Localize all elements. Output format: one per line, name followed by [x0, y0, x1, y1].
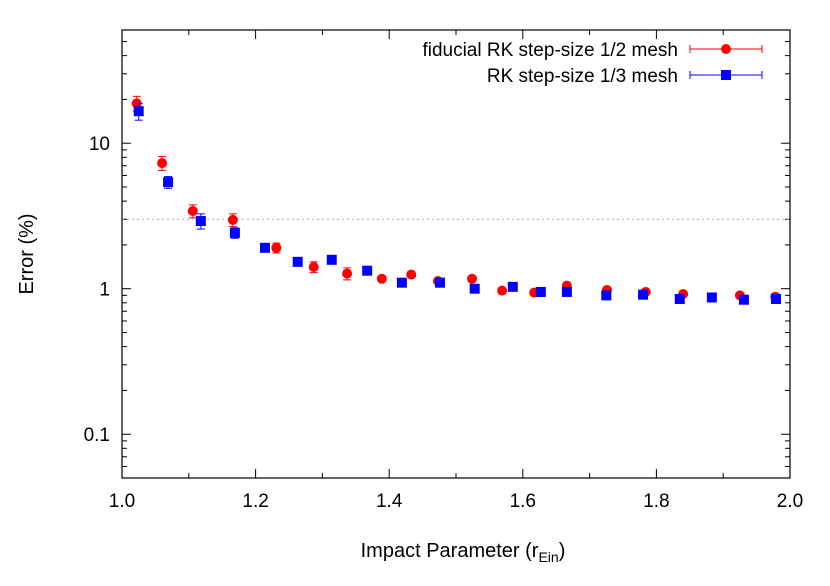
- data-point: [406, 269, 417, 280]
- data-point: [376, 273, 387, 284]
- data-point: [163, 177, 174, 188]
- legend-label: RK step-size 1/3 mesh: [487, 66, 678, 87]
- data-point: [638, 289, 649, 300]
- data-point: [706, 292, 717, 303]
- legend-marker: [721, 70, 731, 80]
- y-tick-label: 1: [99, 280, 110, 301]
- data-point: [133, 106, 144, 117]
- data-point: [601, 290, 612, 301]
- data-point: [195, 215, 206, 226]
- x-axis-label: Impact Parameter (rEin): [361, 540, 566, 565]
- series-2: [133, 102, 781, 305]
- series-1: [131, 95, 781, 302]
- x-tick-label: 1.6: [510, 491, 536, 512]
- data-point: [770, 293, 781, 304]
- data-point: [561, 286, 572, 297]
- data-point: [271, 242, 282, 253]
- data-point: [396, 277, 407, 288]
- data-point: [469, 283, 480, 294]
- x-tick-label: 1.0: [109, 491, 135, 512]
- data-point: [259, 242, 270, 253]
- y-axis-label: Error (%): [16, 213, 38, 294]
- legend-marker: [721, 44, 731, 54]
- data-point: [507, 281, 518, 292]
- data-point: [738, 294, 749, 305]
- data-point: [326, 254, 337, 265]
- data-point: [227, 214, 238, 225]
- data-point: [497, 285, 508, 296]
- legend: fiducial RK step-size 1/2 mesh RK step-si…: [422, 40, 763, 87]
- data-point: [292, 256, 303, 267]
- data-point: [342, 268, 353, 279]
- data-point: [674, 293, 685, 304]
- legend-label: fiducial RK step-size 1/2 mesh: [422, 40, 678, 61]
- data-point: [187, 206, 198, 217]
- data-point: [535, 286, 546, 297]
- x-tick-label: 1.2: [242, 491, 268, 512]
- y-tick-label: 10: [89, 134, 110, 155]
- x-tick-label: 1.4: [376, 491, 403, 512]
- data-point: [362, 265, 373, 276]
- plot-frame: [121, 29, 791, 479]
- x-tick-label: 2.0: [777, 491, 803, 512]
- data-point: [157, 158, 168, 169]
- y-tick-label: 0.1: [84, 425, 110, 446]
- data-point: [467, 273, 478, 284]
- data-point: [229, 227, 240, 238]
- x-tick-label: 1.8: [643, 491, 669, 512]
- data-point: [434, 277, 445, 288]
- data-point: [308, 261, 319, 272]
